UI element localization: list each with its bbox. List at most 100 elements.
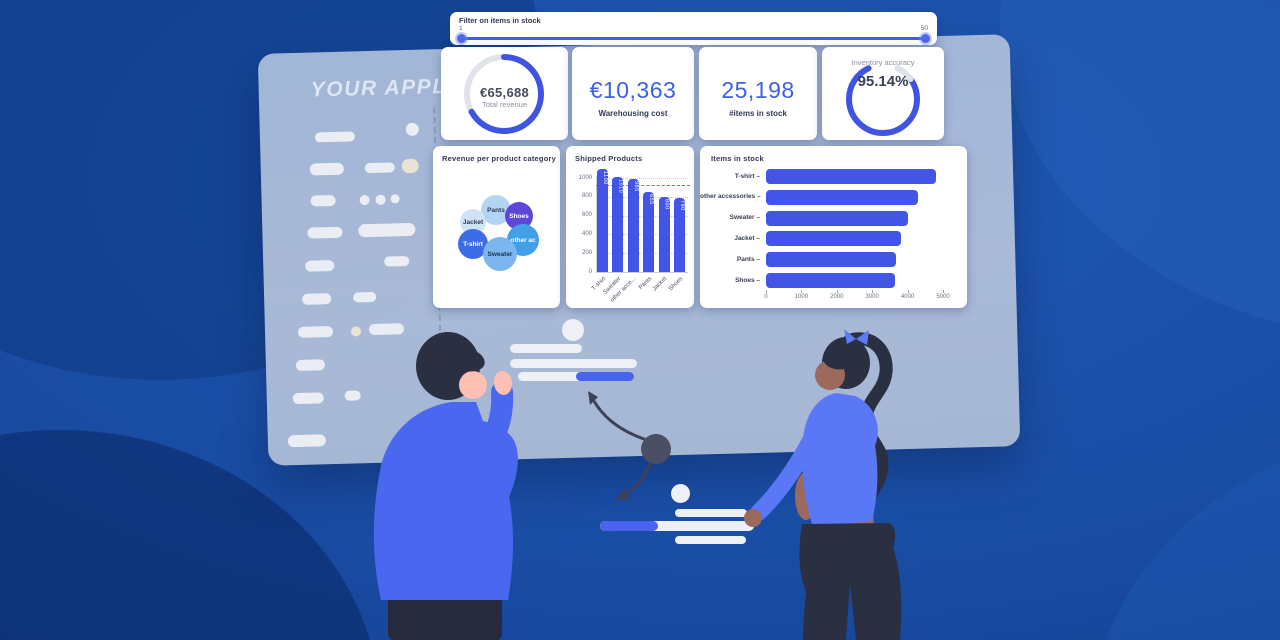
- dragged-text-line: [675, 536, 746, 544]
- bubble-Sweater[interactable]: Sweater: [483, 237, 517, 271]
- slider-min-label: 1: [459, 25, 463, 32]
- filter-label: Filter on items in stock: [459, 16, 541, 25]
- ytick-200: 200: [581, 249, 592, 256]
- bar-Shoes[interactable]: [766, 273, 896, 288]
- kpi-card-inventory-accuracy: Inventory accuracy 95.14%: [822, 47, 944, 140]
- category-Jacket: Jacket –: [734, 234, 760, 242]
- ytick-600: 600: [581, 212, 592, 219]
- arrow-down-head-icon: [615, 489, 629, 500]
- warehousing-cost-value: €10,363: [589, 77, 677, 103]
- floating-progress-segment: [576, 372, 634, 381]
- man-pants: [388, 588, 502, 640]
- x-axis-line: [596, 272, 688, 273]
- dragged-text-line: [675, 509, 747, 517]
- range-slider-handle-max[interactable]: [921, 34, 930, 43]
- man-right-hand: [493, 371, 513, 395]
- reference-line: [596, 185, 690, 187]
- ytick-800: 800: [581, 193, 592, 200]
- floating-text-line: [510, 344, 582, 353]
- bar-other-acce-[interactable]: 985: [627, 179, 639, 272]
- ytick-400: 400: [581, 230, 592, 237]
- man-face: [459, 371, 487, 399]
- warehousing-cost-label: Warehousing cost: [598, 109, 668, 118]
- bar-Jacket[interactable]: 800: [658, 196, 670, 272]
- inventory-accuracy-title: Inventory accuracy: [851, 58, 915, 67]
- bar-T-shirt[interactable]: 1100: [597, 168, 608, 272]
- kpi-card-warehousing-cost: €10,363 Warehousing cost: [572, 47, 694, 140]
- gridline-400: [596, 234, 688, 236]
- dragged-text-line[interactable]: [600, 521, 754, 531]
- woman-hair-bow-icon: [844, 329, 869, 345]
- drag-arrow-down: [623, 462, 653, 496]
- man-shirt: [373, 402, 518, 600]
- man-hair-fringe: [451, 348, 485, 372]
- category-Pants: Pants –: [736, 255, 760, 263]
- bar-Pants[interactable]: [766, 252, 896, 268]
- xtick-4000: 4000: [900, 294, 915, 300]
- xtick-0: 0: [764, 294, 768, 300]
- xtick-1000: 1000: [794, 294, 809, 300]
- man-raised-arm: [482, 381, 514, 449]
- floating-text-line: [510, 359, 637, 368]
- drag-ball-icon[interactable]: [641, 434, 671, 464]
- xtickmark-2000: [836, 290, 838, 293]
- woman-top: [802, 393, 878, 527]
- revenue-donut-arc: [464, 54, 544, 134]
- gridline-1000: [596, 178, 688, 179]
- inventory-accuracy-value: 95.14%: [857, 73, 909, 90]
- gridline-200: [596, 253, 688, 255]
- bar-other-accessories[interactable]: [766, 189, 919, 205]
- range-slider-handle-min[interactable]: [457, 34, 466, 43]
- accuracy-gauge-chart: [846, 62, 920, 136]
- bar-value-label: 1010: [617, 179, 624, 194]
- revenue-donut-chart: [464, 54, 544, 134]
- xtickmark-0: [766, 290, 767, 293]
- ytick-0: 0: [588, 268, 592, 275]
- bar-value-label: 1100: [602, 170, 608, 185]
- bar-Shoes[interactable]: 790: [674, 197, 685, 272]
- slider-max-label: 50: [920, 25, 928, 32]
- items-in-stock-chart: T-shirt – other accessories – Sweater – Jac…: [700, 146, 967, 308]
- dragged-progress-segment: [600, 521, 658, 531]
- bar-Sweater[interactable]: [766, 210, 908, 226]
- bar-Pants[interactable]: 855: [643, 191, 655, 272]
- total-revenue-value: €65,688: [479, 85, 530, 100]
- floating-text-line: [518, 372, 634, 381]
- bar-value-label: 855: [648, 193, 655, 205]
- items-in-stock-label: #items in stock: [729, 109, 787, 118]
- ytick-1000: 1000: [578, 174, 592, 181]
- floating-avatar-circle: [562, 319, 584, 341]
- bar-value-label: 985: [632, 181, 639, 193]
- category-Shoes: Shoes –: [735, 276, 760, 284]
- range-slider-track[interactable]: [457, 34, 930, 43]
- kpi-card-total-revenue: €65,688 Total revenue: [441, 47, 568, 140]
- y-axis-line: [596, 176, 597, 272]
- drag-arrow-up: [592, 400, 651, 443]
- category-Sweater: Sweater –: [729, 214, 760, 222]
- category-T-shirt: T-shirt –: [734, 172, 760, 180]
- total-revenue-label: Total revenue: [481, 100, 528, 109]
- xtick-3000: 3000: [865, 294, 879, 300]
- bar-Jacket[interactable]: [766, 231, 901, 247]
- bar-T-shirt[interactable]: [766, 169, 936, 184]
- woman-hand: [744, 509, 762, 527]
- category-other-accessories: other accessories –: [700, 193, 761, 201]
- accuracy-gauge-arc: [846, 62, 920, 136]
- chart-card-revenue-per-category: Revenue per product category Pants Jacket…: [433, 146, 560, 308]
- bar-value-label: 800: [663, 198, 670, 210]
- shipped-products-chart: 0 200 400 600 800 1000 1100 T-shirt 1010 Sweater 9…: [566, 146, 694, 308]
- filter-card: Filter on items in stock 1 50: [450, 12, 937, 45]
- bar-Sweater[interactable]: 1010: [612, 177, 624, 272]
- bar-value-label: 790: [679, 199, 685, 211]
- gridline-600: [596, 215, 688, 217]
- items-in-stock-value: 25,198: [721, 77, 795, 103]
- gridline-800: [596, 196, 688, 198]
- woman-pants: [799, 523, 902, 640]
- bubble-chart: Pants Jacket Shoes other ac T-shirt Sweater: [433, 146, 560, 308]
- woman-hair-fringe: [823, 342, 863, 370]
- xtickmark-4000: [907, 290, 909, 293]
- xtickmark-3000: [872, 290, 874, 293]
- woman-figure: [744, 329, 902, 640]
